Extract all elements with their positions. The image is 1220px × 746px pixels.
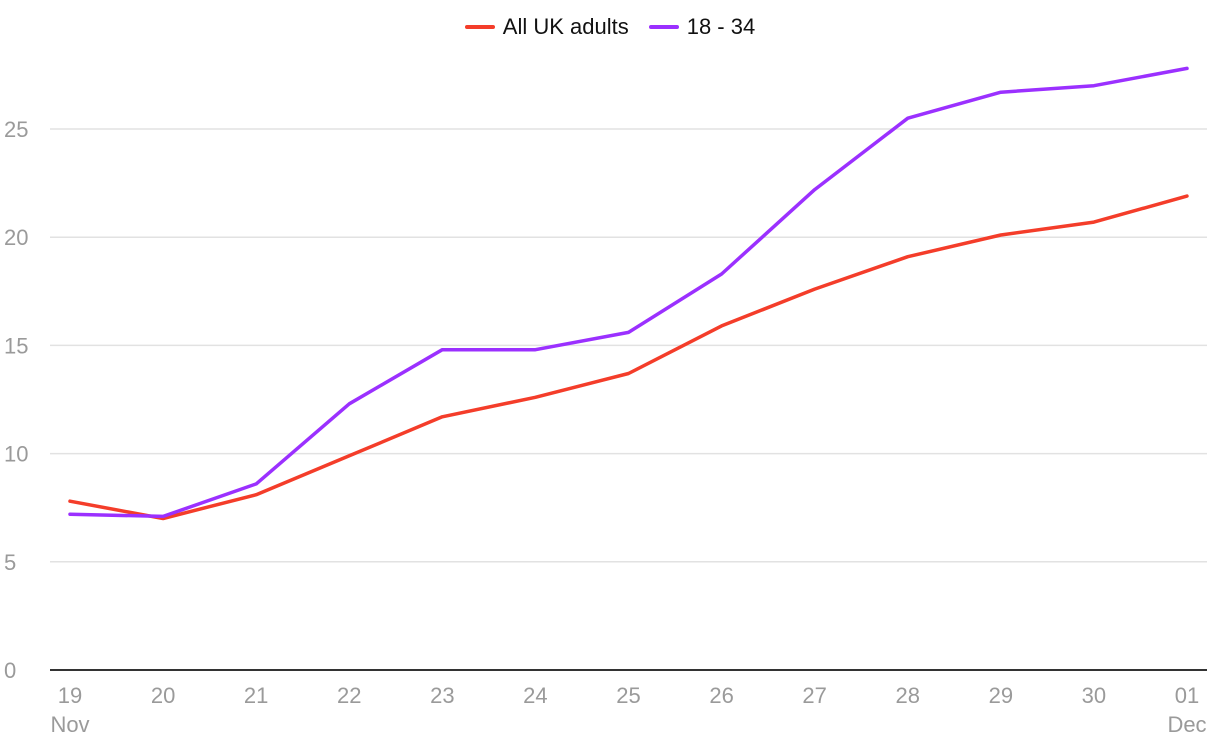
chart-legend: All UK adults 18 - 34 xyxy=(0,14,1220,40)
y-tick-label-10: 10 xyxy=(4,442,28,467)
y-tick-label-15: 15 xyxy=(4,333,28,358)
x-tick-label-21: 21 xyxy=(244,683,268,708)
x-tick-label-25: 25 xyxy=(616,683,640,708)
x-tick-label-20: 20 xyxy=(151,683,175,708)
x-tick-label-26: 26 xyxy=(709,683,733,708)
y-tick-label-20: 20 xyxy=(4,225,28,250)
y-tick-label-0: 0 xyxy=(4,658,16,683)
x-tick-label-01: 01 xyxy=(1175,683,1199,708)
legend-item-18-34[interactable]: 18 - 34 xyxy=(648,14,756,40)
x-tick-label-29: 29 xyxy=(989,683,1013,708)
x-tick-label-19: 19 xyxy=(58,683,82,708)
x-tick-label-30: 30 xyxy=(1082,683,1106,708)
x-tick-label-22: 22 xyxy=(337,683,361,708)
legend-swatch-18-34 xyxy=(648,25,679,29)
legend-label-18-34: 18 - 34 xyxy=(686,14,756,39)
series-line-all-uk-adults xyxy=(68,194,1189,521)
x-tick-sublabel-nov: Nov xyxy=(50,712,89,737)
x-tick-sublabel-dec: Dec xyxy=(1167,712,1206,737)
legend-item-all-uk-adults[interactable]: All UK adults xyxy=(464,14,629,40)
legend-swatch-all-uk-adults xyxy=(464,25,495,29)
x-tick-label-24: 24 xyxy=(523,683,547,708)
x-tick-label-27: 27 xyxy=(802,683,826,708)
y-tick-label-25: 25 xyxy=(4,117,28,142)
x-tick-label-23: 23 xyxy=(430,683,454,708)
series-line-18-34 xyxy=(68,66,1189,519)
x-tick-label-28: 28 xyxy=(896,683,920,708)
legend-label-all-uk-adults: All UK adults xyxy=(502,14,629,39)
y-tick-label-5: 5 xyxy=(4,550,16,575)
